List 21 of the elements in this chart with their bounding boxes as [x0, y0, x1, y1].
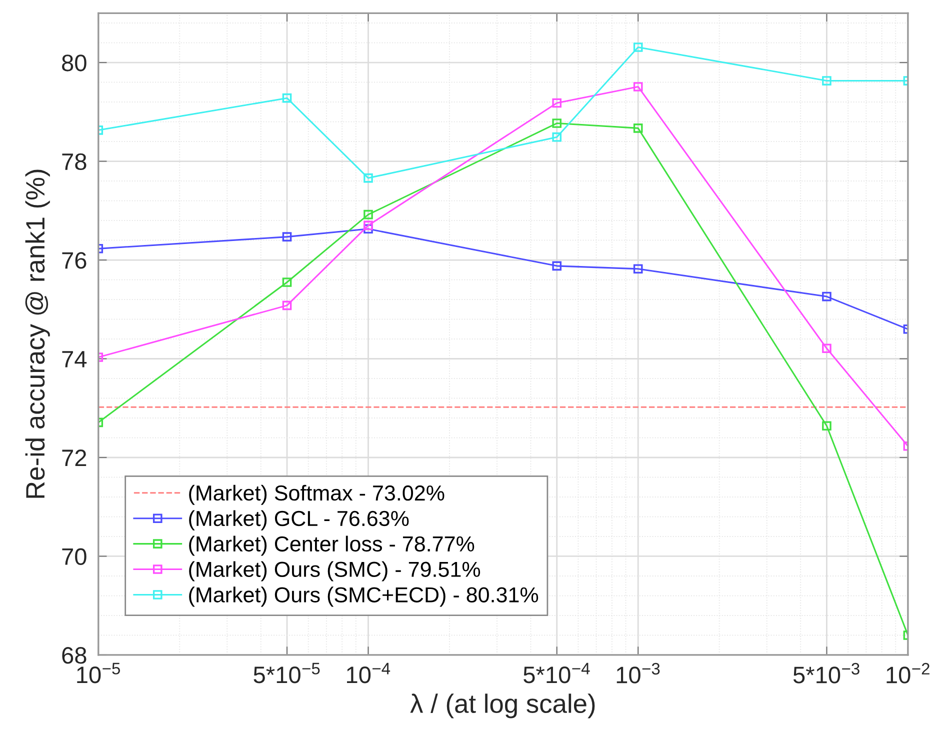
legend-label: (Market) GCL - 76.63% — [189, 510, 409, 530]
x-tick-label: 10$^{−4}$ — [347, 662, 390, 684]
legend-label: (Market) Ours (SMC+ECD) - 80.31% — [189, 586, 538, 607]
x-axis-title: λ / (at log scale) — [410, 694, 595, 718]
x-tick-label: 5*10$^{−3}$ — [793, 662, 860, 684]
x-tick-label: 10$^{−5}$ — [77, 662, 120, 684]
y-axis-title: Re-id accuracy @ rank1 (%) — [25, 170, 50, 498]
y-tick-label: 80 — [62, 54, 86, 72]
legend-label: (Market) Ours (SMC) - 79.51% — [189, 561, 480, 582]
legend-label: (Market) Center loss - 78.77% — [189, 536, 474, 556]
y-tick-label: 68 — [62, 647, 86, 664]
legend-label: (Market) Softmax - 73.02% — [189, 484, 444, 505]
y-tick-label: 74 — [62, 351, 87, 368]
x-tick-label: 10$^{−2}$ — [886, 662, 930, 684]
y-tick-label: 70 — [62, 548, 86, 566]
y-tick-label: 76 — [62, 252, 86, 269]
x-tick-label: 5*10$^{−5}$ — [254, 662, 320, 684]
x-tick-label: 5*10$^{−4}$ — [524, 662, 590, 684]
x-tick-label: 10$^{−3}$ — [616, 662, 660, 684]
y-tick-label: 78 — [62, 153, 86, 170]
y-tick-label: 72 — [62, 450, 86, 466]
